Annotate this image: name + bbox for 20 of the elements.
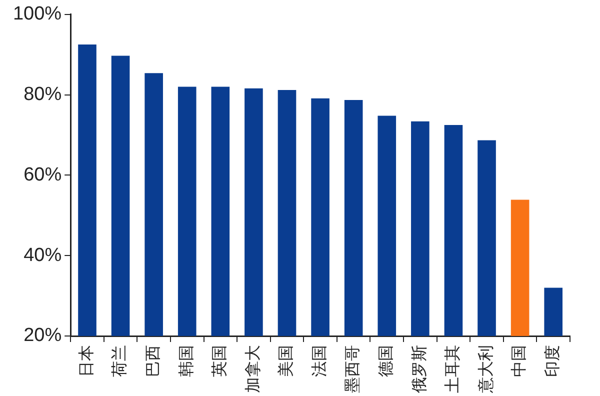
y-tick-label: 40%	[24, 244, 62, 266]
x-tick-label: 荷兰	[110, 345, 129, 377]
x-tick-label: 加拿大	[242, 345, 262, 393]
y-tick-label: 80%	[24, 84, 62, 106]
x-tick-label: 日本	[76, 345, 96, 377]
y-tick-label: 60%	[24, 164, 62, 186]
x-tick-label: 俄罗斯	[409, 345, 428, 393]
x-tick-label: 巴西	[142, 345, 162, 377]
x-tick-label: 墨西哥	[342, 345, 362, 393]
x-tick-label: 韩国	[176, 345, 196, 377]
x-tick-label: 法国	[309, 345, 328, 377]
x-tick-label: 印度	[542, 345, 562, 377]
x-tick-label: 美国	[276, 345, 296, 377]
x-tick-label: 意大利	[476, 345, 495, 394]
x-tick-label: 土耳其	[442, 345, 462, 393]
x-tick-label: 中国	[509, 345, 528, 377]
y-tick-label: 20%	[24, 325, 62, 346]
x-tick-label: 德国	[376, 345, 396, 377]
x-tick-label: 英国	[210, 345, 229, 377]
y-tick-label: 100%	[12, 4, 62, 25]
